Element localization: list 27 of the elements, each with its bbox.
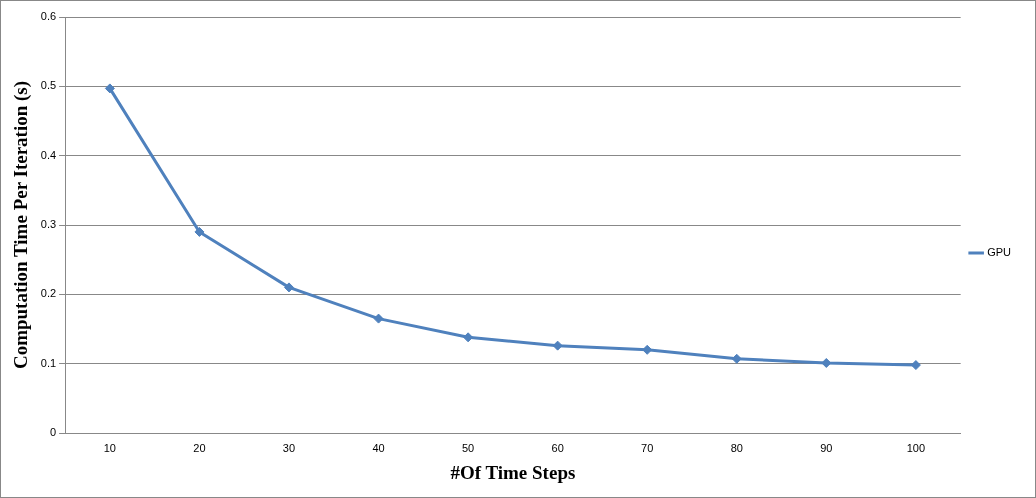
x-tick-label: 20 <box>193 441 206 454</box>
point <box>194 226 205 237</box>
x-tick-label: 100 <box>906 441 926 454</box>
point <box>283 282 294 293</box>
x-tick-label: 10 <box>103 441 116 454</box>
x-tick-label: 60 <box>551 441 564 454</box>
y-tick-label: 0.3 <box>40 218 57 231</box>
point <box>463 332 474 343</box>
x-tick-label: 70 <box>641 441 654 454</box>
x-tick-label: 50 <box>461 441 475 454</box>
y-tick-label: 0.5 <box>40 79 57 92</box>
point <box>104 83 115 94</box>
x-tick-label: 40 <box>372 441 385 454</box>
y-tick-label: 0.2 <box>40 287 57 300</box>
y-tick-label: 0.1 <box>40 356 57 369</box>
y-tick-label: 0.6 <box>40 10 57 23</box>
x-tick-label: 90 <box>820 441 833 454</box>
x-axis-title: #Of Time Steps <box>450 461 576 483</box>
point <box>552 340 563 351</box>
y-axis-title: Computation Time Per Iteration (s) <box>10 80 33 370</box>
point <box>731 353 742 364</box>
legend-label: GPU <box>987 246 1012 259</box>
y-tick-label: 0 <box>49 426 57 439</box>
x-tick-label: 80 <box>730 441 743 454</box>
x-tick-label: 30 <box>282 441 296 454</box>
point <box>373 313 384 324</box>
y-tick-label: 0.4 <box>40 148 57 161</box>
